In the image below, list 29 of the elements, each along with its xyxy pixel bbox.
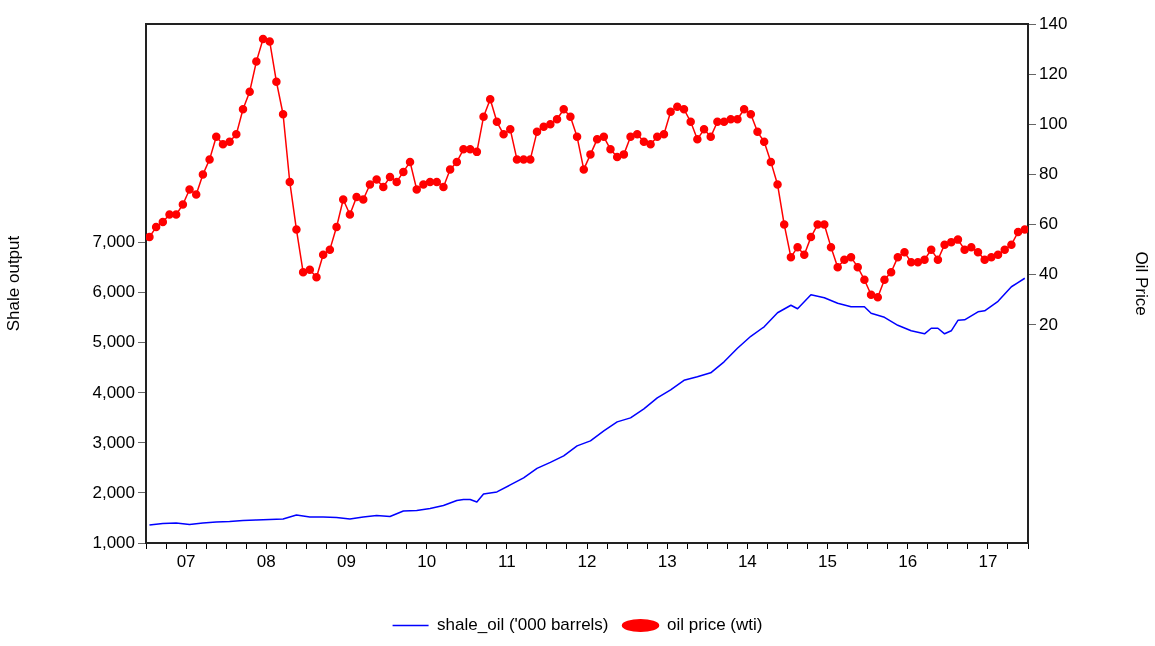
y2-tick-label: 140	[1039, 13, 1068, 33]
x-tick-label: 13	[657, 551, 677, 571]
x-tick-label: 09	[336, 551, 356, 571]
y-tick-label: 5,000	[92, 332, 135, 352]
x-tick-label: 11	[497, 551, 516, 571]
y-tick-label: 2,000	[92, 482, 135, 502]
y-tick-label: 3,000	[92, 432, 135, 452]
y2-axis-title: Oil Price	[1132, 251, 1152, 316]
y2-tick-label: 80	[1039, 164, 1058, 184]
y-tick-label: 6,000	[92, 282, 135, 302]
y2-tick-label: 100	[1039, 113, 1068, 133]
y-tick-label: 1,000	[92, 532, 135, 552]
y-tick-label: 4,000	[92, 382, 135, 402]
x-tick-label: 08	[256, 551, 276, 571]
y-tick-label: 7,000	[92, 232, 135, 252]
y2-tick-label: 60	[1039, 214, 1058, 234]
x-tick-label: 17	[978, 551, 998, 571]
y-axis-title: Shale output	[3, 235, 23, 332]
y2-tick-label: 120	[1039, 63, 1068, 83]
y2-tick-label: 20	[1039, 314, 1058, 334]
legend-label: oil price (wti)	[667, 615, 763, 635]
x-tick-label: 10	[417, 551, 437, 571]
x-tick-label: 15	[818, 551, 838, 571]
legend-label: shale_oil ('000 barrels)	[437, 615, 609, 635]
x-tick-label: 14	[737, 551, 757, 571]
x-tick-label: 07	[176, 551, 196, 571]
x-tick-label: 16	[898, 551, 918, 571]
x-tick-label: 12	[577, 551, 597, 571]
y2-tick-label: 40	[1039, 264, 1058, 284]
